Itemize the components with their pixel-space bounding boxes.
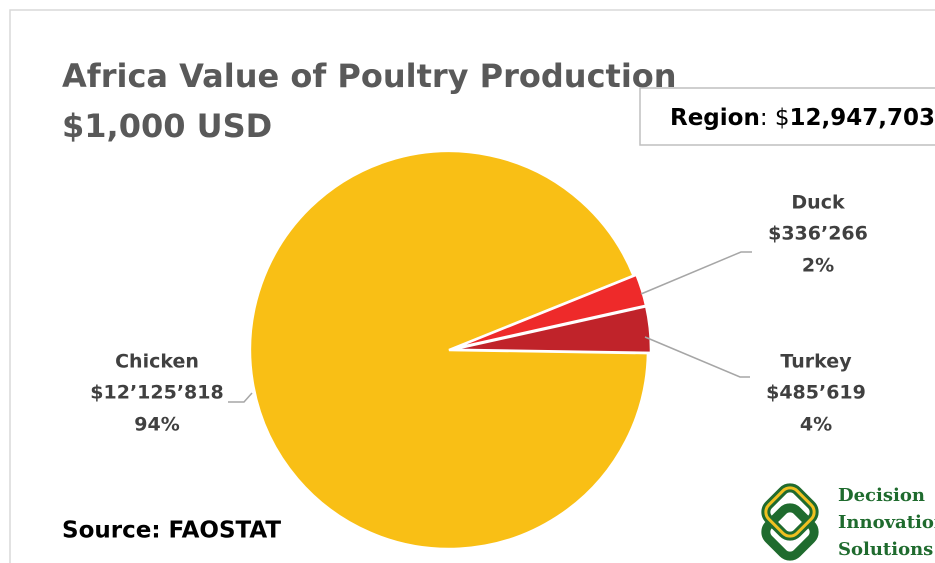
pie: [248, 149, 653, 551]
region-box: [639, 87, 935, 146]
value-label: $12’125’818: [90, 382, 223, 404]
region-label: Region: [670, 105, 760, 131]
percent-label: 2%: [802, 255, 834, 277]
region-total: Region: $12,947,703: [670, 105, 935, 131]
chart-title: Africa Value of Poultry Production: [62, 57, 677, 95]
logo-text: Decision: [838, 485, 925, 506]
category-label: Duck: [791, 192, 845, 214]
leader-line: [644, 336, 750, 378]
logo-text: Innovation: [838, 512, 935, 533]
category-label: Turkey: [780, 351, 852, 373]
pie-slice: [451, 304, 653, 355]
leader-line: [228, 392, 253, 403]
leader-line: [640, 251, 752, 295]
logo: Decision Innovation Solutions: [761, 483, 935, 561]
percent-label: 4%: [800, 414, 832, 436]
source: Source: FAOSTAT: [62, 518, 281, 544]
value-label: $336’266: [768, 223, 868, 245]
chart-frame: [9, 9, 935, 563]
logo-text: Solutions: [838, 539, 933, 560]
chart-subtitle: $1,000 USD: [62, 107, 272, 145]
value-label: $485’619: [766, 382, 866, 404]
pie-slice: [248, 149, 650, 551]
region-sep: : $: [760, 105, 790, 131]
leader-lines: [228, 251, 752, 403]
percent-label: 94%: [134, 414, 179, 436]
category-label: Chicken: [115, 351, 199, 373]
region-value: 12,947,703: [790, 105, 935, 131]
